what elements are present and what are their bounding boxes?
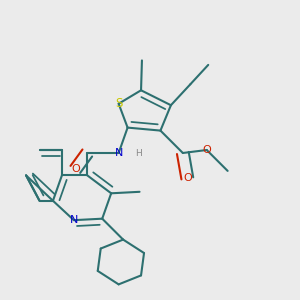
Text: H: H [135,149,141,158]
Text: O: O [183,173,192,183]
Text: N: N [70,215,78,225]
Text: N: N [115,148,123,158]
Text: O: O [202,145,211,155]
Text: O: O [71,164,80,174]
Text: S: S [115,97,122,110]
